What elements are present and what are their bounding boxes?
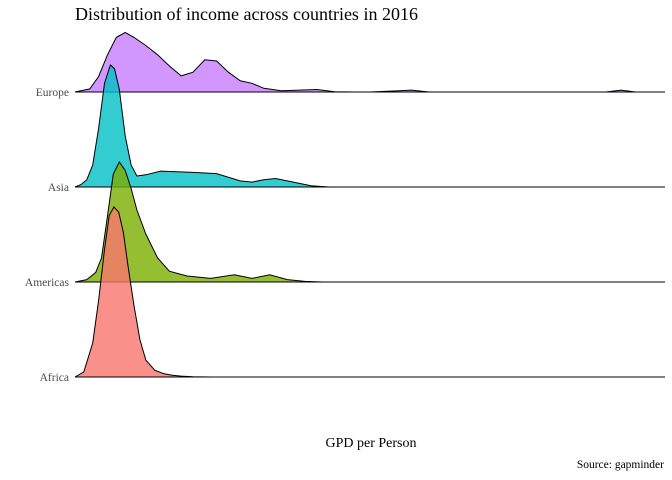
ridge-line-africa (74, 206, 665, 378)
y-tick-label-americas: Americas (25, 277, 70, 289)
chart-title: Distribution of income across countries … (75, 4, 418, 24)
y-tick-label-asia: Asia (48, 182, 69, 194)
ridge-area-europe (75, 32, 665, 92)
ridge-area-americas (75, 162, 665, 282)
ridge-line-europe (74, 31, 665, 93)
ridge-area-asia (75, 65, 665, 187)
ridge-line-asia (74, 64, 665, 188)
y-tick-label-europe: Europe (36, 87, 69, 99)
ridge-area-africa (75, 207, 665, 377)
chart-caption: Source: gapminder (576, 459, 664, 471)
y-tick-label-africa: Africa (40, 372, 69, 384)
ridge-line-americas (74, 161, 665, 283)
x-axis-label: GPD per Person (325, 436, 417, 451)
